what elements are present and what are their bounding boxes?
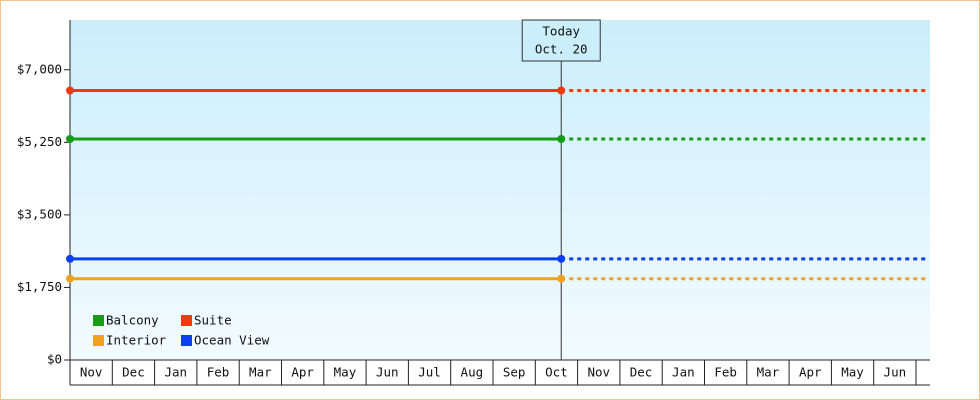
legend-label: Ocean View xyxy=(194,333,270,348)
x-tick-label: Apr xyxy=(291,365,314,380)
x-tick-label: Aug xyxy=(461,365,484,380)
point xyxy=(66,274,74,283)
x-tick-label: Mar xyxy=(249,365,272,380)
point xyxy=(66,135,74,143)
x-tick-label: Jun xyxy=(884,365,907,380)
x-tick-label: Feb xyxy=(207,365,230,380)
point xyxy=(557,86,566,95)
x-tick-label: Nov xyxy=(587,365,610,380)
legend-label: Suite xyxy=(194,313,232,328)
x-tick-label: Dec xyxy=(630,365,653,380)
legend-swatch xyxy=(181,335,192,346)
x-tick-label: Jul xyxy=(418,365,441,380)
point xyxy=(66,86,74,95)
x-tick-label: Jun xyxy=(376,365,399,380)
legend-swatch xyxy=(93,315,104,326)
point xyxy=(557,274,566,283)
x-tick-label: May xyxy=(841,365,864,380)
y-tick-label: $5,250 xyxy=(17,134,62,149)
legend-swatch xyxy=(181,315,192,326)
today-box xyxy=(521,19,601,62)
x-tick-label: May xyxy=(334,365,357,380)
x-tick-label: Apr xyxy=(799,365,822,380)
x-tick-label: Jan xyxy=(672,365,695,380)
y-tick-label: $7,000 xyxy=(17,61,62,76)
x-tick-label: Feb xyxy=(714,365,737,380)
today-date: Oct. 20 xyxy=(535,42,588,57)
y-tick-label: $0 xyxy=(47,352,62,367)
x-tick-label: Sep xyxy=(503,365,526,380)
legend-label: Interior xyxy=(106,333,167,348)
point xyxy=(557,254,566,263)
x-tick-label: Jan xyxy=(164,365,187,380)
x-tick-label: Dec xyxy=(122,365,145,380)
legend-swatch xyxy=(93,335,104,346)
point xyxy=(557,135,566,143)
plot-area xyxy=(70,20,930,360)
today-title: Today xyxy=(542,24,580,39)
x-tick-label: Nov xyxy=(80,365,103,380)
y-tick-label: $1,750 xyxy=(17,279,62,294)
y-tick-label: $3,500 xyxy=(17,206,62,221)
x-tick-label: Oct xyxy=(545,365,568,380)
legend-label: Balcony xyxy=(106,313,159,328)
point xyxy=(66,254,74,263)
x-tick-label: Mar xyxy=(757,365,780,380)
